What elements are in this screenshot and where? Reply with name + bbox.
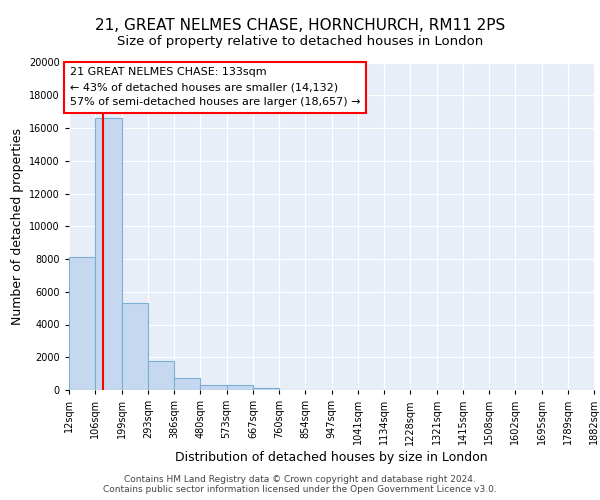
Bar [227, 385, 253, 390]
Text: 21 GREAT NELMES CHASE: 133sqm
← 43% of detached houses are smaller (14,132)
57% : 21 GREAT NELMES CHASE: 133sqm ← 43% of d… [70, 68, 361, 107]
Bar [174, 378, 200, 390]
Bar [200, 385, 227, 390]
Text: Size of property relative to detached houses in London: Size of property relative to detached ho… [117, 35, 483, 48]
Bar [121, 303, 148, 390]
Text: Contains HM Land Registry data © Crown copyright and database right 2024.
Contai: Contains HM Land Registry data © Crown c… [103, 474, 497, 494]
Bar [69, 258, 95, 390]
Bar [95, 118, 121, 390]
Text: 21, GREAT NELMES CHASE, HORNCHURCH, RM11 2PS: 21, GREAT NELMES CHASE, HORNCHURCH, RM11… [95, 18, 505, 32]
Bar [148, 360, 174, 390]
Y-axis label: Number of detached properties: Number of detached properties [11, 128, 23, 325]
Bar [253, 388, 279, 390]
X-axis label: Distribution of detached houses by size in London: Distribution of detached houses by size … [175, 452, 488, 464]
